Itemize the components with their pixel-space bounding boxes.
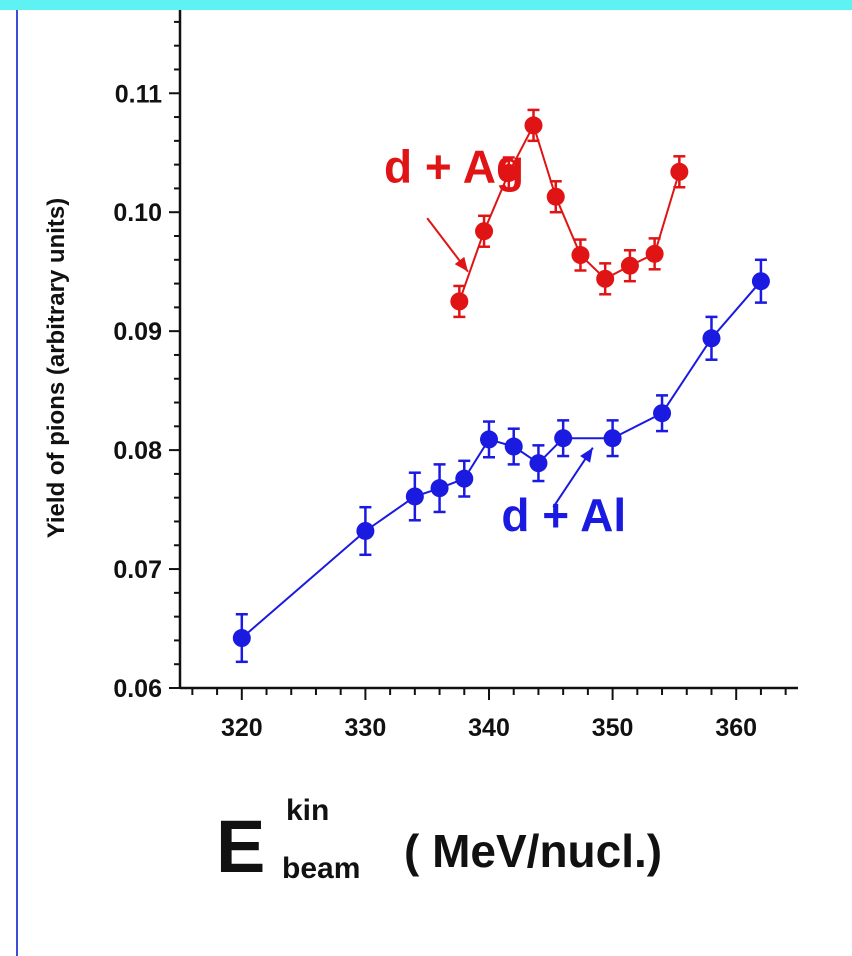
y-tick-label: 0.08	[113, 437, 162, 465]
data-point	[232, 629, 251, 648]
series-label: d + Al	[501, 489, 626, 541]
data-point	[554, 429, 573, 448]
left-border-line	[16, 10, 18, 956]
series-label: d + Ag	[384, 140, 524, 192]
series-line	[241, 280, 762, 639]
data-point	[455, 469, 474, 488]
annotation: d + Al	[501, 447, 626, 541]
y-axis-ticks: 0.06 0.07 0.08 0.09 0.10 0.11	[113, 20, 180, 703]
data-point	[499, 163, 518, 182]
x-axis-label: E kin beam ( MeV/nucl.)	[216, 794, 662, 888]
data-point	[504, 437, 523, 456]
series-annotations: d + Ag d + Al	[384, 140, 626, 541]
x-axis-label-subscript: beam	[282, 852, 360, 885]
y-axis-label: Yield of pions (arbitrary units)	[43, 198, 70, 538]
x-tick-label: 340	[468, 714, 510, 742]
x-axis-label-main: E	[216, 805, 265, 888]
data-point	[645, 244, 664, 263]
data-series	[232, 108, 770, 664]
arrow-head	[454, 256, 468, 272]
data-point	[653, 404, 672, 423]
data-point	[571, 246, 590, 265]
data-point	[596, 269, 615, 288]
y-tick-label: 0.07	[113, 556, 162, 584]
x-tick-label: 320	[221, 714, 263, 742]
x-tick-label: 330	[345, 714, 387, 742]
y-tick-label: 0.11	[115, 80, 162, 108]
y-tick-label: 0.10	[113, 199, 162, 227]
y-tick-label: 0.06	[113, 675, 162, 703]
data-point	[546, 187, 565, 206]
x-axis-label-unit: ( MeV/nucl.)	[404, 825, 662, 877]
data-point	[480, 430, 498, 449]
data-point	[702, 329, 721, 348]
data-point	[430, 479, 449, 498]
data-point	[475, 222, 494, 241]
data-point	[620, 256, 639, 275]
data-point	[524, 116, 543, 135]
annotation: d + Ag	[384, 140, 524, 273]
x-tick-label: 360	[715, 714, 757, 742]
y-tick-label: 0.09	[113, 318, 162, 346]
x-axis-label-superscript: kin	[286, 794, 329, 827]
series-0	[450, 108, 689, 319]
x-axis-ticks: 320 330 340 350 360	[191, 688, 787, 742]
data-point	[405, 487, 424, 506]
top-color-bar	[0, 0, 852, 10]
data-point	[450, 292, 469, 311]
data-point	[603, 429, 622, 448]
arrow-head	[580, 447, 593, 463]
x-tick-label: 350	[592, 714, 634, 742]
data-point	[751, 272, 770, 291]
series-1	[232, 258, 770, 664]
series-line	[458, 122, 681, 302]
data-point	[356, 521, 375, 540]
data-point	[529, 454, 548, 473]
data-point	[670, 162, 689, 181]
